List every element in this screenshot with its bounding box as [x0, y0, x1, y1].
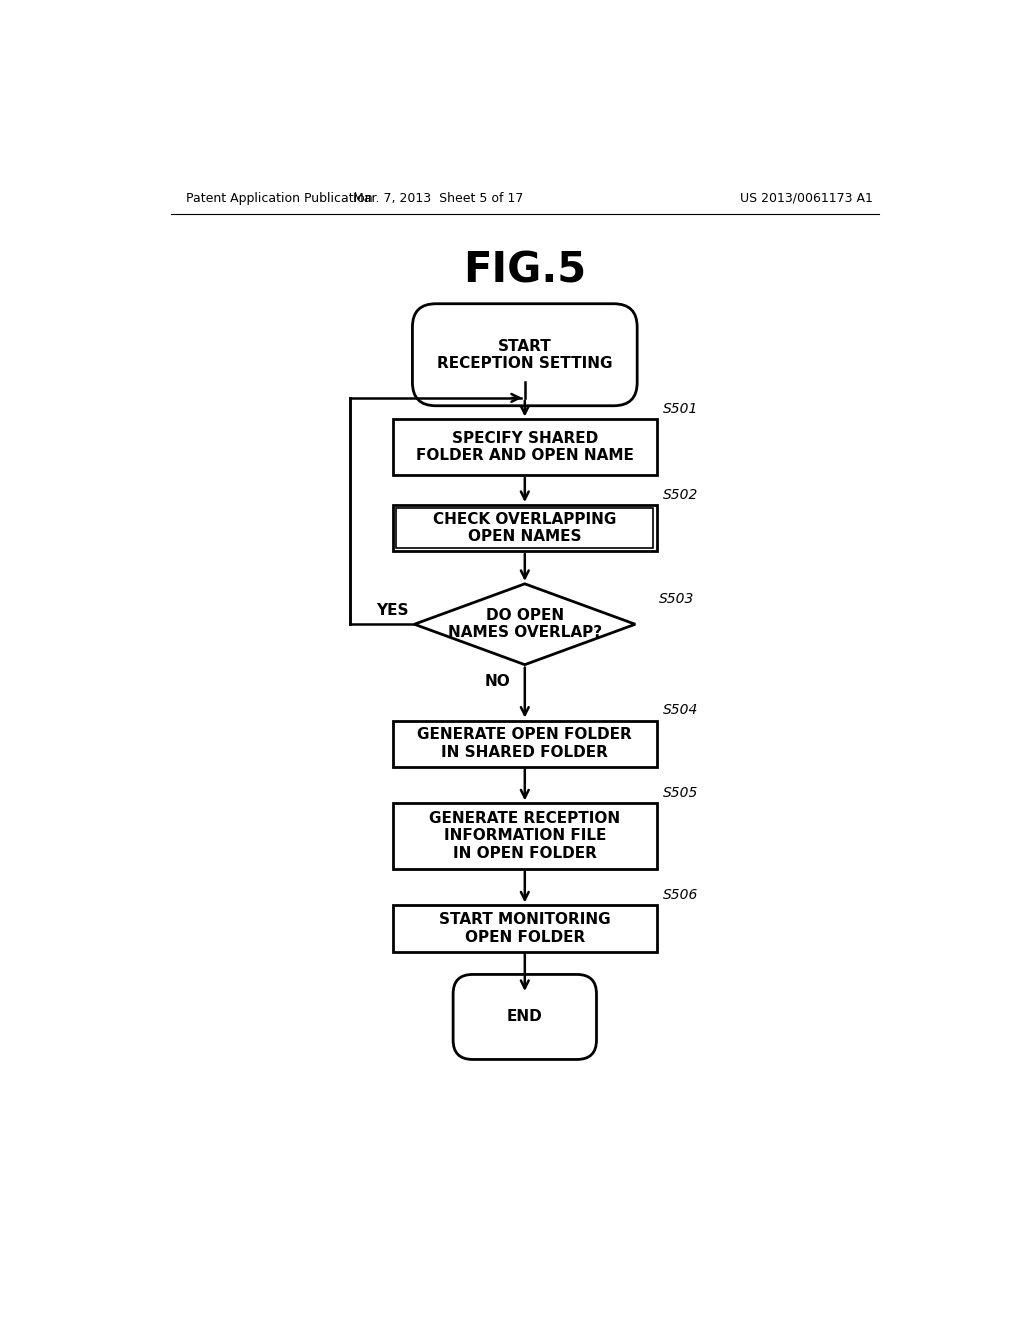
Text: END: END [507, 1010, 543, 1024]
Text: FIG.5: FIG.5 [463, 249, 587, 290]
Text: S506: S506 [663, 888, 698, 903]
Text: YES: YES [376, 603, 409, 618]
Text: S503: S503 [658, 591, 694, 606]
Text: GENERATE OPEN FOLDER
IN SHARED FOLDER: GENERATE OPEN FOLDER IN SHARED FOLDER [418, 727, 632, 760]
Text: US 2013/0061173 A1: US 2013/0061173 A1 [740, 191, 873, 205]
Text: START MONITORING
OPEN FOLDER: START MONITORING OPEN FOLDER [439, 912, 610, 945]
Text: S505: S505 [663, 787, 698, 800]
Bar [393, 804, 656, 869]
Bar [393, 506, 656, 552]
FancyBboxPatch shape [413, 304, 637, 405]
Text: S504: S504 [663, 704, 698, 718]
Text: DO OPEN
NAMES OVERLAP?: DO OPEN NAMES OVERLAP? [447, 609, 602, 640]
Text: S501: S501 [663, 403, 698, 416]
Text: NO: NO [485, 675, 511, 689]
Text: START
RECEPTION SETTING: START RECEPTION SETTING [437, 338, 612, 371]
Bar [393, 906, 656, 952]
Bar [393, 420, 656, 475]
Text: S502: S502 [663, 488, 698, 502]
Text: CHECK OVERLAPPING
OPEN NAMES: CHECK OVERLAPPING OPEN NAMES [433, 512, 616, 544]
Text: SPECIFY SHARED
FOLDER AND OPEN NAME: SPECIFY SHARED FOLDER AND OPEN NAME [416, 430, 634, 463]
Text: Mar. 7, 2013  Sheet 5 of 17: Mar. 7, 2013 Sheet 5 of 17 [353, 191, 523, 205]
Bar [393, 721, 656, 767]
FancyBboxPatch shape [453, 974, 597, 1060]
Polygon shape [415, 583, 635, 665]
Bar [396, 508, 653, 548]
Text: GENERATE RECEPTION
INFORMATION FILE
IN OPEN FOLDER: GENERATE RECEPTION INFORMATION FILE IN O… [429, 810, 621, 861]
Text: Patent Application Publication: Patent Application Publication [186, 191, 373, 205]
